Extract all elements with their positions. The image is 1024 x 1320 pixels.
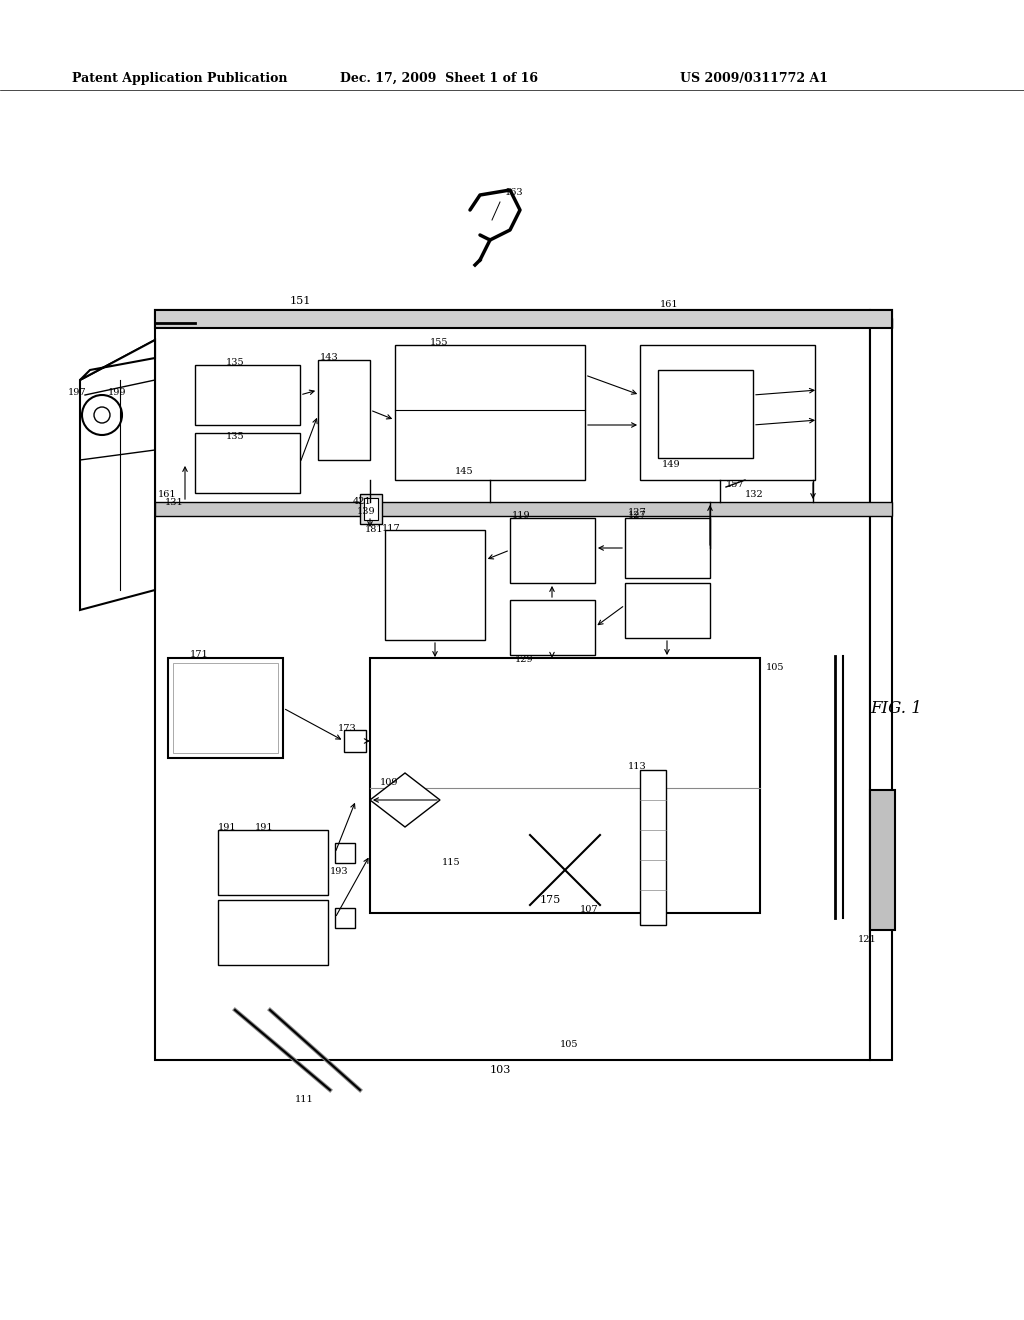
Bar xyxy=(173,663,278,752)
Bar xyxy=(625,583,710,638)
Text: 115: 115 xyxy=(442,858,461,867)
Bar xyxy=(155,310,892,327)
Bar xyxy=(625,517,710,578)
Text: 135: 135 xyxy=(225,358,245,367)
Text: Dec. 17, 2009  Sheet 1 of 16: Dec. 17, 2009 Sheet 1 of 16 xyxy=(340,73,538,84)
Text: US 2009/0311772 A1: US 2009/0311772 A1 xyxy=(680,73,828,84)
Text: 135: 135 xyxy=(225,432,245,441)
Text: 127: 127 xyxy=(628,511,647,520)
Text: 145: 145 xyxy=(455,467,474,477)
Text: 111: 111 xyxy=(295,1096,313,1104)
Text: 175: 175 xyxy=(540,895,561,906)
Bar xyxy=(870,310,892,1060)
Text: 105: 105 xyxy=(766,663,784,672)
Bar xyxy=(195,433,300,492)
Bar xyxy=(155,310,870,1060)
Bar xyxy=(318,360,370,459)
Text: 193: 193 xyxy=(330,867,348,876)
Bar xyxy=(395,345,585,480)
Bar xyxy=(870,789,895,931)
Bar xyxy=(335,908,355,928)
Bar xyxy=(510,517,595,583)
Text: 103: 103 xyxy=(489,1065,511,1074)
Text: 132: 132 xyxy=(745,490,764,499)
Bar xyxy=(510,601,595,655)
Text: 171: 171 xyxy=(190,649,209,659)
Bar xyxy=(360,494,382,524)
Bar xyxy=(370,657,760,913)
Text: 143: 143 xyxy=(319,352,339,362)
Bar xyxy=(218,830,328,895)
Text: 131: 131 xyxy=(165,498,183,507)
Text: 199: 199 xyxy=(108,388,127,397)
Text: 161: 161 xyxy=(660,300,679,309)
Text: 139: 139 xyxy=(357,507,376,516)
Text: 157: 157 xyxy=(726,480,744,488)
Text: 161: 161 xyxy=(158,490,176,499)
Text: 129: 129 xyxy=(515,655,534,664)
Text: 107: 107 xyxy=(580,906,599,913)
Bar xyxy=(168,657,283,758)
Bar xyxy=(640,770,666,925)
Text: 121: 121 xyxy=(858,935,877,944)
Text: 173: 173 xyxy=(338,723,356,733)
Text: 151: 151 xyxy=(290,296,311,306)
Bar xyxy=(640,345,815,480)
Polygon shape xyxy=(80,341,155,610)
Bar xyxy=(658,370,753,458)
Bar xyxy=(155,502,892,516)
Bar xyxy=(385,531,485,640)
Polygon shape xyxy=(80,341,155,380)
Text: 109: 109 xyxy=(380,777,398,787)
Text: 149: 149 xyxy=(662,459,681,469)
Bar xyxy=(344,730,366,752)
Text: 191: 191 xyxy=(255,822,273,832)
Text: 117: 117 xyxy=(382,524,400,533)
Bar xyxy=(218,900,328,965)
Bar xyxy=(195,366,300,425)
Text: 197: 197 xyxy=(68,388,87,397)
Bar xyxy=(364,498,378,520)
Text: 105: 105 xyxy=(560,1040,579,1049)
Text: FIG. 1: FIG. 1 xyxy=(870,700,922,717)
Text: 113: 113 xyxy=(628,762,647,771)
Text: 119: 119 xyxy=(512,511,530,520)
Text: Patent Application Publication: Patent Application Publication xyxy=(72,73,288,84)
Bar xyxy=(843,318,853,748)
Bar xyxy=(155,318,892,327)
Polygon shape xyxy=(370,774,440,828)
Text: 421: 421 xyxy=(353,498,372,506)
Bar xyxy=(335,843,355,863)
Text: 191: 191 xyxy=(218,822,237,832)
Text: 181: 181 xyxy=(365,525,384,535)
Text: 155: 155 xyxy=(430,338,449,347)
Text: 127: 127 xyxy=(628,508,647,517)
Text: 163: 163 xyxy=(505,187,523,197)
